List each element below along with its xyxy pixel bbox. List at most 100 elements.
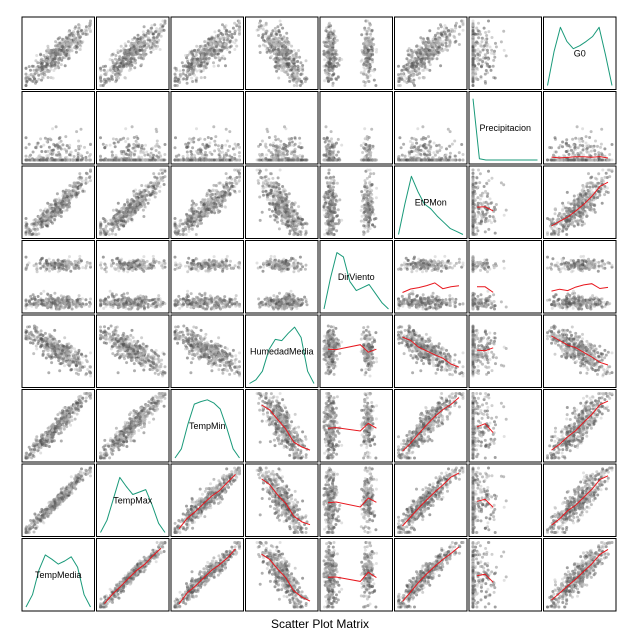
data-point bbox=[108, 158, 112, 162]
data-point bbox=[233, 156, 237, 160]
data-point bbox=[325, 44, 329, 48]
data-point bbox=[153, 40, 156, 44]
data-point bbox=[285, 36, 289, 40]
data-point bbox=[402, 68, 406, 72]
data-point bbox=[279, 23, 283, 27]
data-point bbox=[275, 44, 279, 48]
data-point bbox=[199, 76, 203, 80]
panels-layer: G0PrecipitacionEtPMonDirVientoHumedadMed… bbox=[21, 16, 617, 612]
data-point bbox=[483, 72, 487, 76]
data-point bbox=[51, 153, 55, 156]
data-point bbox=[371, 53, 375, 57]
data-point bbox=[428, 53, 432, 56]
data-point bbox=[149, 50, 153, 54]
data-point bbox=[132, 142, 136, 146]
data-point bbox=[217, 56, 221, 60]
data-point bbox=[75, 130, 79, 134]
data-point bbox=[123, 49, 127, 53]
data-point bbox=[50, 61, 54, 65]
data-point bbox=[132, 41, 136, 45]
data-point bbox=[331, 44, 335, 48]
data-point bbox=[195, 158, 199, 162]
panel-Precipitacion-vs-TempMin bbox=[170, 91, 244, 165]
data-point bbox=[40, 62, 44, 66]
data-point bbox=[369, 32, 373, 36]
data-point bbox=[174, 136, 177, 140]
data-point bbox=[216, 144, 220, 148]
data-point bbox=[337, 157, 341, 161]
data-point bbox=[397, 64, 400, 68]
data-point bbox=[146, 153, 150, 157]
data-point bbox=[220, 144, 224, 148]
data-point bbox=[65, 149, 69, 153]
data-point bbox=[204, 49, 208, 53]
data-point bbox=[205, 144, 209, 147]
data-point bbox=[238, 158, 241, 162]
data-point bbox=[61, 143, 65, 147]
data-point bbox=[31, 75, 35, 79]
data-point bbox=[454, 26, 458, 30]
data-point bbox=[301, 68, 305, 72]
data-point bbox=[283, 149, 286, 153]
data-point bbox=[99, 66, 102, 70]
data-point bbox=[333, 40, 337, 44]
data-point bbox=[301, 158, 305, 162]
data-point bbox=[280, 57, 284, 61]
data-point bbox=[374, 84, 378, 87]
data-point bbox=[155, 40, 159, 44]
data-point bbox=[453, 40, 457, 44]
data-point bbox=[155, 139, 159, 143]
data-point bbox=[287, 57, 291, 61]
data-point bbox=[201, 158, 205, 162]
data-point bbox=[335, 78, 339, 81]
data-point bbox=[325, 72, 329, 76]
data-point bbox=[155, 130, 159, 134]
data-point bbox=[326, 50, 330, 54]
data-point bbox=[442, 30, 446, 34]
data-point bbox=[61, 45, 64, 49]
data-point bbox=[436, 31, 440, 35]
data-point bbox=[126, 48, 129, 52]
data-point bbox=[231, 26, 235, 30]
data-point bbox=[444, 48, 448, 51]
data-point bbox=[363, 84, 367, 87]
data-point bbox=[24, 146, 28, 150]
data-point bbox=[258, 19, 262, 23]
data-point bbox=[409, 48, 413, 52]
data-point bbox=[272, 57, 276, 61]
data-point bbox=[336, 137, 340, 141]
data-point bbox=[479, 58, 483, 62]
data-point bbox=[108, 68, 112, 72]
data-point bbox=[258, 44, 262, 48]
data-point bbox=[126, 55, 130, 59]
data-point bbox=[51, 127, 55, 131]
data-point bbox=[372, 78, 376, 82]
data-point bbox=[139, 56, 143, 60]
data-point bbox=[77, 139, 81, 143]
data-point bbox=[215, 44, 219, 48]
data-point bbox=[41, 76, 45, 80]
data-point bbox=[261, 33, 265, 37]
data-point bbox=[324, 138, 328, 142]
data-point bbox=[277, 76, 281, 80]
data-point bbox=[362, 65, 366, 69]
data-point bbox=[115, 78, 119, 82]
data-point bbox=[228, 154, 232, 158]
data-point bbox=[118, 55, 122, 59]
data-point bbox=[332, 72, 336, 76]
data-point bbox=[42, 64, 46, 68]
data-point bbox=[193, 154, 197, 158]
data-point bbox=[428, 48, 432, 52]
data-point bbox=[143, 49, 147, 53]
data-point bbox=[149, 30, 153, 34]
data-point bbox=[444, 41, 448, 45]
data-point bbox=[141, 30, 145, 34]
data-point bbox=[407, 75, 411, 79]
data-point bbox=[418, 45, 422, 49]
data-point bbox=[420, 58, 423, 62]
data-point bbox=[322, 64, 326, 68]
data-point bbox=[202, 60, 206, 64]
data-point bbox=[210, 36, 214, 40]
data-point bbox=[101, 142, 105, 146]
data-point bbox=[185, 158, 189, 162]
